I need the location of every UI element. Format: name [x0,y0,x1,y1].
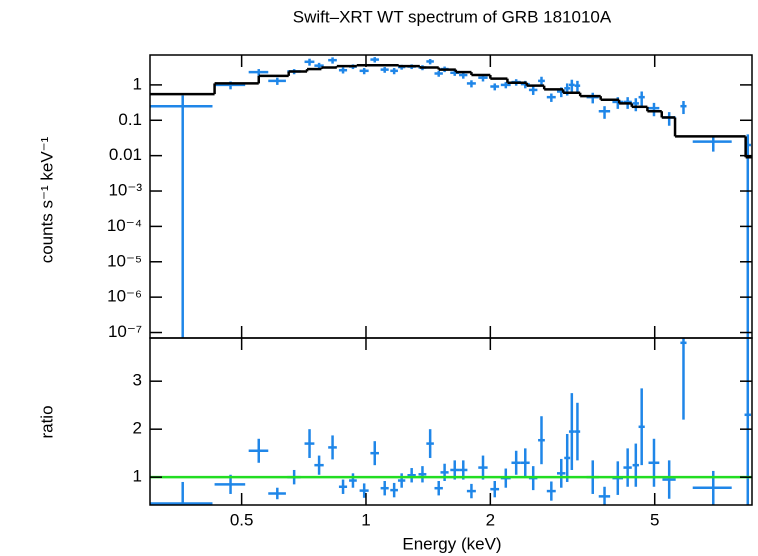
y-tick-label: 1 [133,467,142,486]
ratio-panel [150,338,752,505]
y-tick-label: 2 [133,419,142,438]
spectrum-panel [150,57,752,338]
x-tick-label: 0.5 [230,510,254,529]
x-axis-label: Energy (keV) [402,534,501,553]
y-tick-label: 10⁻⁴ [107,216,142,235]
y-tick-label: 10⁻⁵ [107,251,142,270]
chart-title: Swift–XRT WT spectrum of GRB 181010A [293,7,612,26]
y-tick-label: 10⁻³ [108,181,142,200]
y-tick-label: 10⁻⁷ [108,322,142,341]
frame [149,54,753,339]
x-tick-label: 1 [361,510,370,529]
x-tick-label: 2 [486,510,495,529]
frame [149,337,753,506]
x-tick-label: 5 [650,510,659,529]
y-tick-label: 0.1 [118,110,142,129]
y-tick-label: 0.01 [109,145,142,164]
y-tick-label: 10⁻⁶ [107,287,142,306]
y-tick-label: 1 [133,74,142,93]
y-axis-label: counts s⁻¹ keV⁻¹ [37,136,56,263]
y-axis-label: ratio [37,405,56,438]
y-tick-label: 3 [133,371,142,390]
